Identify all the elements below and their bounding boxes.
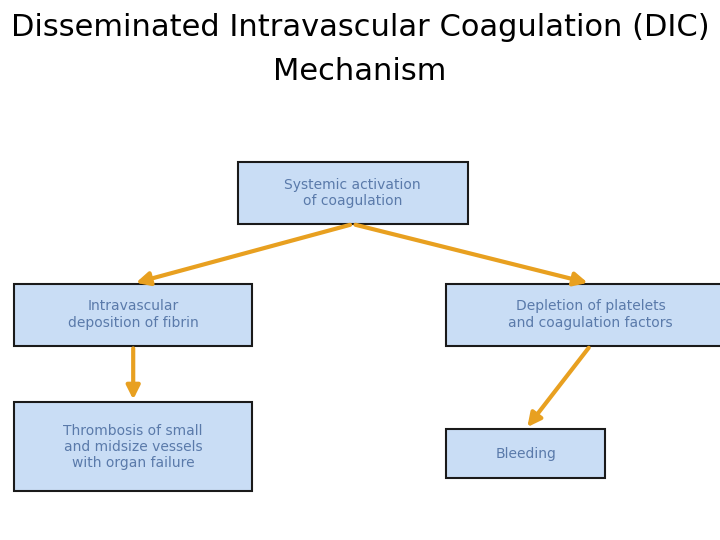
Text: Depletion of platelets
and coagulation factors: Depletion of platelets and coagulation f… bbox=[508, 300, 672, 329]
Text: Systemic activation
of coagulation: Systemic activation of coagulation bbox=[284, 178, 421, 208]
FancyBboxPatch shape bbox=[14, 402, 252, 491]
FancyBboxPatch shape bbox=[446, 429, 605, 478]
Text: Intravascular
deposition of fibrin: Intravascular deposition of fibrin bbox=[68, 300, 199, 329]
FancyBboxPatch shape bbox=[238, 162, 468, 224]
FancyBboxPatch shape bbox=[14, 284, 252, 346]
Text: Bleeding: Bleeding bbox=[495, 447, 556, 461]
Text: Thrombosis of small
and midsize vessels
with organ failure: Thrombosis of small and midsize vessels … bbox=[63, 424, 203, 470]
FancyBboxPatch shape bbox=[446, 284, 720, 346]
Text: Mechanism: Mechanism bbox=[274, 57, 446, 86]
Text: Disseminated Intravascular Coagulation (DIC): Disseminated Intravascular Coagulation (… bbox=[11, 14, 709, 43]
